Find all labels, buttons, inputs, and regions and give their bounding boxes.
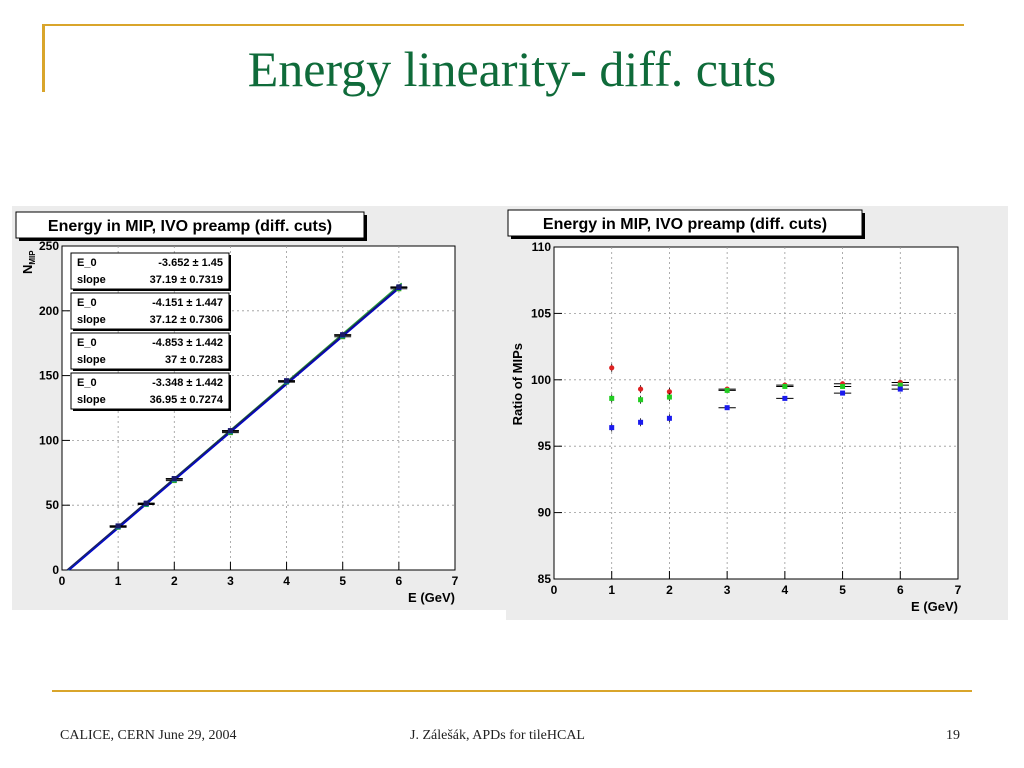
x-tick-label: 5 (339, 574, 346, 588)
data-point (724, 405, 730, 411)
y-tick-label: 150 (39, 369, 59, 383)
data-point (609, 425, 615, 431)
y-tick-label: 0 (52, 563, 59, 577)
data-point (666, 389, 673, 395)
data-point (897, 386, 903, 392)
accent-bar-top (42, 24, 964, 26)
page-number: 19 (946, 728, 960, 743)
slide-title: Energy linearity- diff. cuts (247, 41, 777, 97)
data-point (782, 383, 788, 389)
data-point (171, 476, 177, 482)
stat-box (70, 332, 230, 370)
data-point (638, 397, 644, 403)
data-point (637, 386, 644, 392)
y-tick-label: 50 (46, 498, 60, 512)
data-point (840, 383, 846, 389)
x-tick-label: 3 (724, 583, 731, 597)
stat-label-e0: E_0 (77, 377, 97, 389)
y-axis-label: Ratio of MIPs (510, 343, 525, 425)
x-tick-label: 3 (227, 574, 234, 588)
x-tick-label: 4 (283, 574, 290, 588)
data-point (284, 378, 290, 384)
y-tick-label: 200 (39, 304, 59, 318)
data-point (396, 284, 402, 290)
stat-value-e0: -3.348 ± 1.442 (152, 377, 223, 389)
stat-box (70, 252, 230, 290)
chart-title: Energy in MIP, IVO preamp (diff. cuts) (543, 216, 827, 233)
stat-label-slope: slope (77, 354, 106, 366)
stat-label-slope: slope (77, 274, 106, 286)
y-tick-label: 90 (538, 506, 552, 520)
y-tick-label: 100 (39, 433, 59, 447)
x-tick-label: 7 (955, 583, 962, 597)
fit-line (66, 284, 403, 571)
stat-label-slope: slope (77, 394, 106, 406)
stat-value-slope: 37 ± 0.7283 (165, 354, 223, 366)
x-tick-label: 6 (396, 574, 403, 588)
stat-value-slope: 37.12 ± 0.7306 (150, 314, 223, 326)
chart-title: Energy in MIP, IVO preamp (diff. cuts) (48, 218, 332, 235)
data-point (638, 419, 644, 425)
footer-left: CALICE, CERN June 29, 2004 (60, 728, 237, 743)
data-point (782, 395, 788, 401)
y-tick-label: 105 (531, 306, 551, 320)
x-tick-label: 5 (839, 583, 846, 597)
footer-center: J. Zálešák, APDs for tileHCAL (410, 728, 585, 743)
x-tick-label: 2 (666, 583, 673, 597)
y-tick-label: 100 (531, 373, 551, 387)
data-point (897, 382, 903, 388)
x-tick-label: 6 (897, 583, 904, 597)
y-tick-label: 110 (532, 240, 552, 254)
stat-value-slope: 36.95 ± 0.7274 (150, 394, 224, 406)
chart-2: 0 1 2 3 4 5 6 7 85 90 95 100 105 110 E (GeV) Ratio of M… (507, 209, 962, 614)
x-tick-label: 0 (59, 574, 66, 588)
stat-value-e0: -4.853 ± 1.442 (152, 337, 223, 349)
accent-bar-vertical (42, 24, 45, 92)
data-point (609, 395, 615, 401)
fit-line (68, 285, 403, 571)
data-point (609, 365, 615, 371)
stat-value-e0: -4.151 ± 1.447 (152, 297, 223, 309)
footer-divider (52, 690, 972, 692)
data-point (666, 415, 672, 421)
x-tick-label: 2 (171, 574, 178, 588)
chart-1: 0 1 2 3 4 5 6 7 0 50 100 150 200 250 E (GeV) NMIP Energy… (15, 211, 459, 605)
plot-area (553, 246, 959, 580)
stat-label-slope: slope (77, 314, 106, 326)
data-point (840, 390, 846, 396)
chart-title-box (15, 211, 365, 239)
y-axis-label: NMIP (20, 250, 37, 274)
stat-box (70, 372, 230, 410)
data-point (724, 387, 730, 393)
data-point (115, 523, 121, 529)
chart-title-box (507, 209, 863, 237)
x-tick-label: 1 (115, 574, 122, 588)
x-tick-label: 7 (452, 574, 459, 588)
x-tick-label: 0 (551, 583, 558, 597)
data-point (340, 332, 346, 338)
x-axis-label: E (GeV) (911, 599, 958, 614)
data-point (143, 500, 149, 506)
x-tick-label: 1 (608, 583, 615, 597)
data-point (227, 428, 233, 434)
stat-label-e0: E_0 (77, 257, 97, 269)
data-point (666, 394, 672, 400)
x-axis-label: E (GeV) (408, 590, 455, 605)
x-tick-label: 4 (782, 583, 789, 597)
y-tick-label: 95 (538, 439, 552, 453)
stat-box (70, 292, 230, 330)
stat-value-e0: -3.652 ± 1.45 (158, 257, 223, 269)
stat-label-e0: E_0 (77, 297, 97, 309)
y-tick-label: 250 (39, 239, 59, 253)
y-tick-label: 85 (538, 572, 552, 586)
stat-value-slope: 37.19 ± 0.7319 (150, 274, 223, 286)
stat-label-e0: E_0 (77, 337, 97, 349)
